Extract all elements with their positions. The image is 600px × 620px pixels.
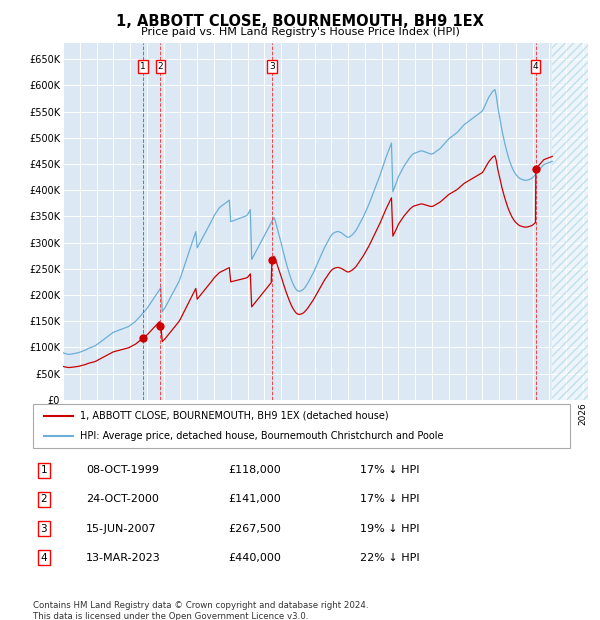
Text: 24-OCT-2000: 24-OCT-2000	[86, 494, 158, 505]
Text: £118,000: £118,000	[228, 465, 281, 476]
Text: 17% ↓ HPI: 17% ↓ HPI	[360, 494, 419, 505]
Text: HPI: Average price, detached house, Bournemouth Christchurch and Poole: HPI: Average price, detached house, Bour…	[80, 431, 443, 441]
Text: 3: 3	[269, 62, 275, 71]
Text: 1, ABBOTT CLOSE, BOURNEMOUTH, BH9 1EX (detached house): 1, ABBOTT CLOSE, BOURNEMOUTH, BH9 1EX (d…	[80, 410, 388, 421]
Text: 19% ↓ HPI: 19% ↓ HPI	[360, 523, 419, 534]
Text: £440,000: £440,000	[228, 552, 281, 563]
Text: 1: 1	[140, 62, 146, 71]
Text: 22% ↓ HPI: 22% ↓ HPI	[360, 552, 419, 563]
Text: £141,000: £141,000	[228, 494, 281, 505]
Text: 2: 2	[40, 494, 47, 505]
Text: Contains HM Land Registry data © Crown copyright and database right 2024.
This d: Contains HM Land Registry data © Crown c…	[33, 601, 368, 620]
Text: 08-OCT-1999: 08-OCT-1999	[86, 465, 159, 476]
Text: 15-JUN-2007: 15-JUN-2007	[86, 523, 157, 534]
Text: 4: 4	[533, 62, 539, 71]
Text: Price paid vs. HM Land Registry's House Price Index (HPI): Price paid vs. HM Land Registry's House …	[140, 27, 460, 37]
Text: 1, ABBOTT CLOSE, BOURNEMOUTH, BH9 1EX: 1, ABBOTT CLOSE, BOURNEMOUTH, BH9 1EX	[116, 14, 484, 29]
Bar	[552, 43, 592, 400]
Text: 1: 1	[40, 465, 47, 476]
Bar	[552, 43, 592, 400]
Text: 3: 3	[40, 523, 47, 534]
Text: 17% ↓ HPI: 17% ↓ HPI	[360, 465, 419, 476]
Text: 4: 4	[40, 552, 47, 563]
Text: 13-MAR-2023: 13-MAR-2023	[86, 552, 161, 563]
Text: £267,500: £267,500	[228, 523, 281, 534]
Text: 2: 2	[158, 62, 163, 71]
